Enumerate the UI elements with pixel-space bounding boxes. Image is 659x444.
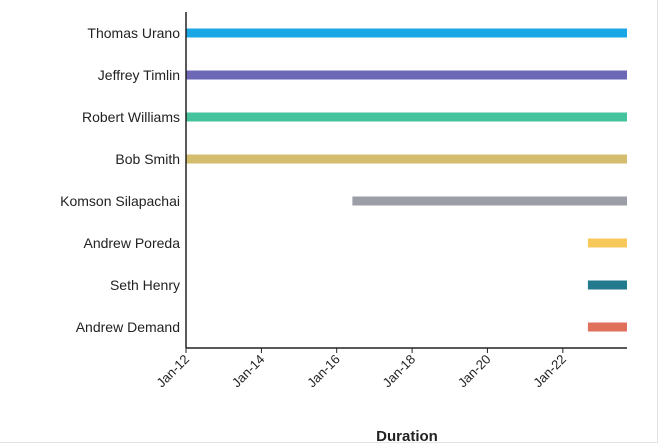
bars [186, 28, 627, 332]
x-tick-label: Jan-18 [380, 352, 419, 391]
bar-komson-silapachai [352, 196, 627, 206]
category-labels: Thomas Urano Jeffrey Timlin Robert William… [60, 25, 180, 335]
x-tick-label: Jan-22 [530, 352, 569, 391]
category-label: Andrew Poreda [83, 235, 180, 251]
x-tick-label: Jan-20 [455, 352, 494, 391]
category-label: Jeffrey Timlin [98, 67, 180, 83]
category-label: Thomas Urano [87, 25, 180, 41]
x-tick-label: Jan-14 [229, 352, 268, 391]
x-tick-label: Jan-12 [153, 352, 192, 391]
bar-jeffrey-timlin [186, 70, 627, 80]
bar-bob-smith [186, 154, 627, 164]
x-tick-label: Jan-16 [304, 352, 343, 391]
bar-andrew-poreda [587, 238, 627, 248]
category-label: Robert Williams [82, 109, 180, 125]
category-label: Seth Henry [110, 277, 180, 293]
bar-seth-henry [587, 280, 627, 290]
category-label: Andrew Demand [76, 319, 180, 335]
x-axis-ticks: Jan-12 Jan-14 Jan-16 Jan-18 Jan-20 Jan-22 [153, 348, 569, 390]
category-label: Bob Smith [115, 151, 180, 167]
bar-andrew-demand [587, 322, 627, 332]
bar-robert-williams [186, 112, 627, 122]
x-axis-title: Duration [376, 428, 438, 444]
category-label: Komson Silapachai [60, 193, 180, 209]
bar-thomas-urano [186, 28, 627, 38]
